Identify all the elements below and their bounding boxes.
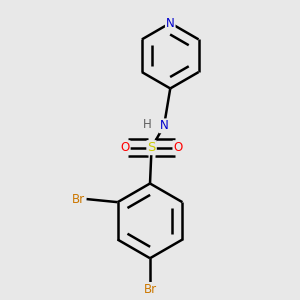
- Text: O: O: [121, 141, 130, 154]
- Text: O: O: [173, 141, 183, 154]
- Text: N: N: [166, 16, 175, 29]
- Text: N: N: [160, 119, 168, 132]
- Text: Br: Br: [143, 283, 157, 296]
- Text: Br: Br: [72, 193, 85, 206]
- Text: H: H: [142, 118, 151, 131]
- Text: S: S: [147, 141, 156, 154]
